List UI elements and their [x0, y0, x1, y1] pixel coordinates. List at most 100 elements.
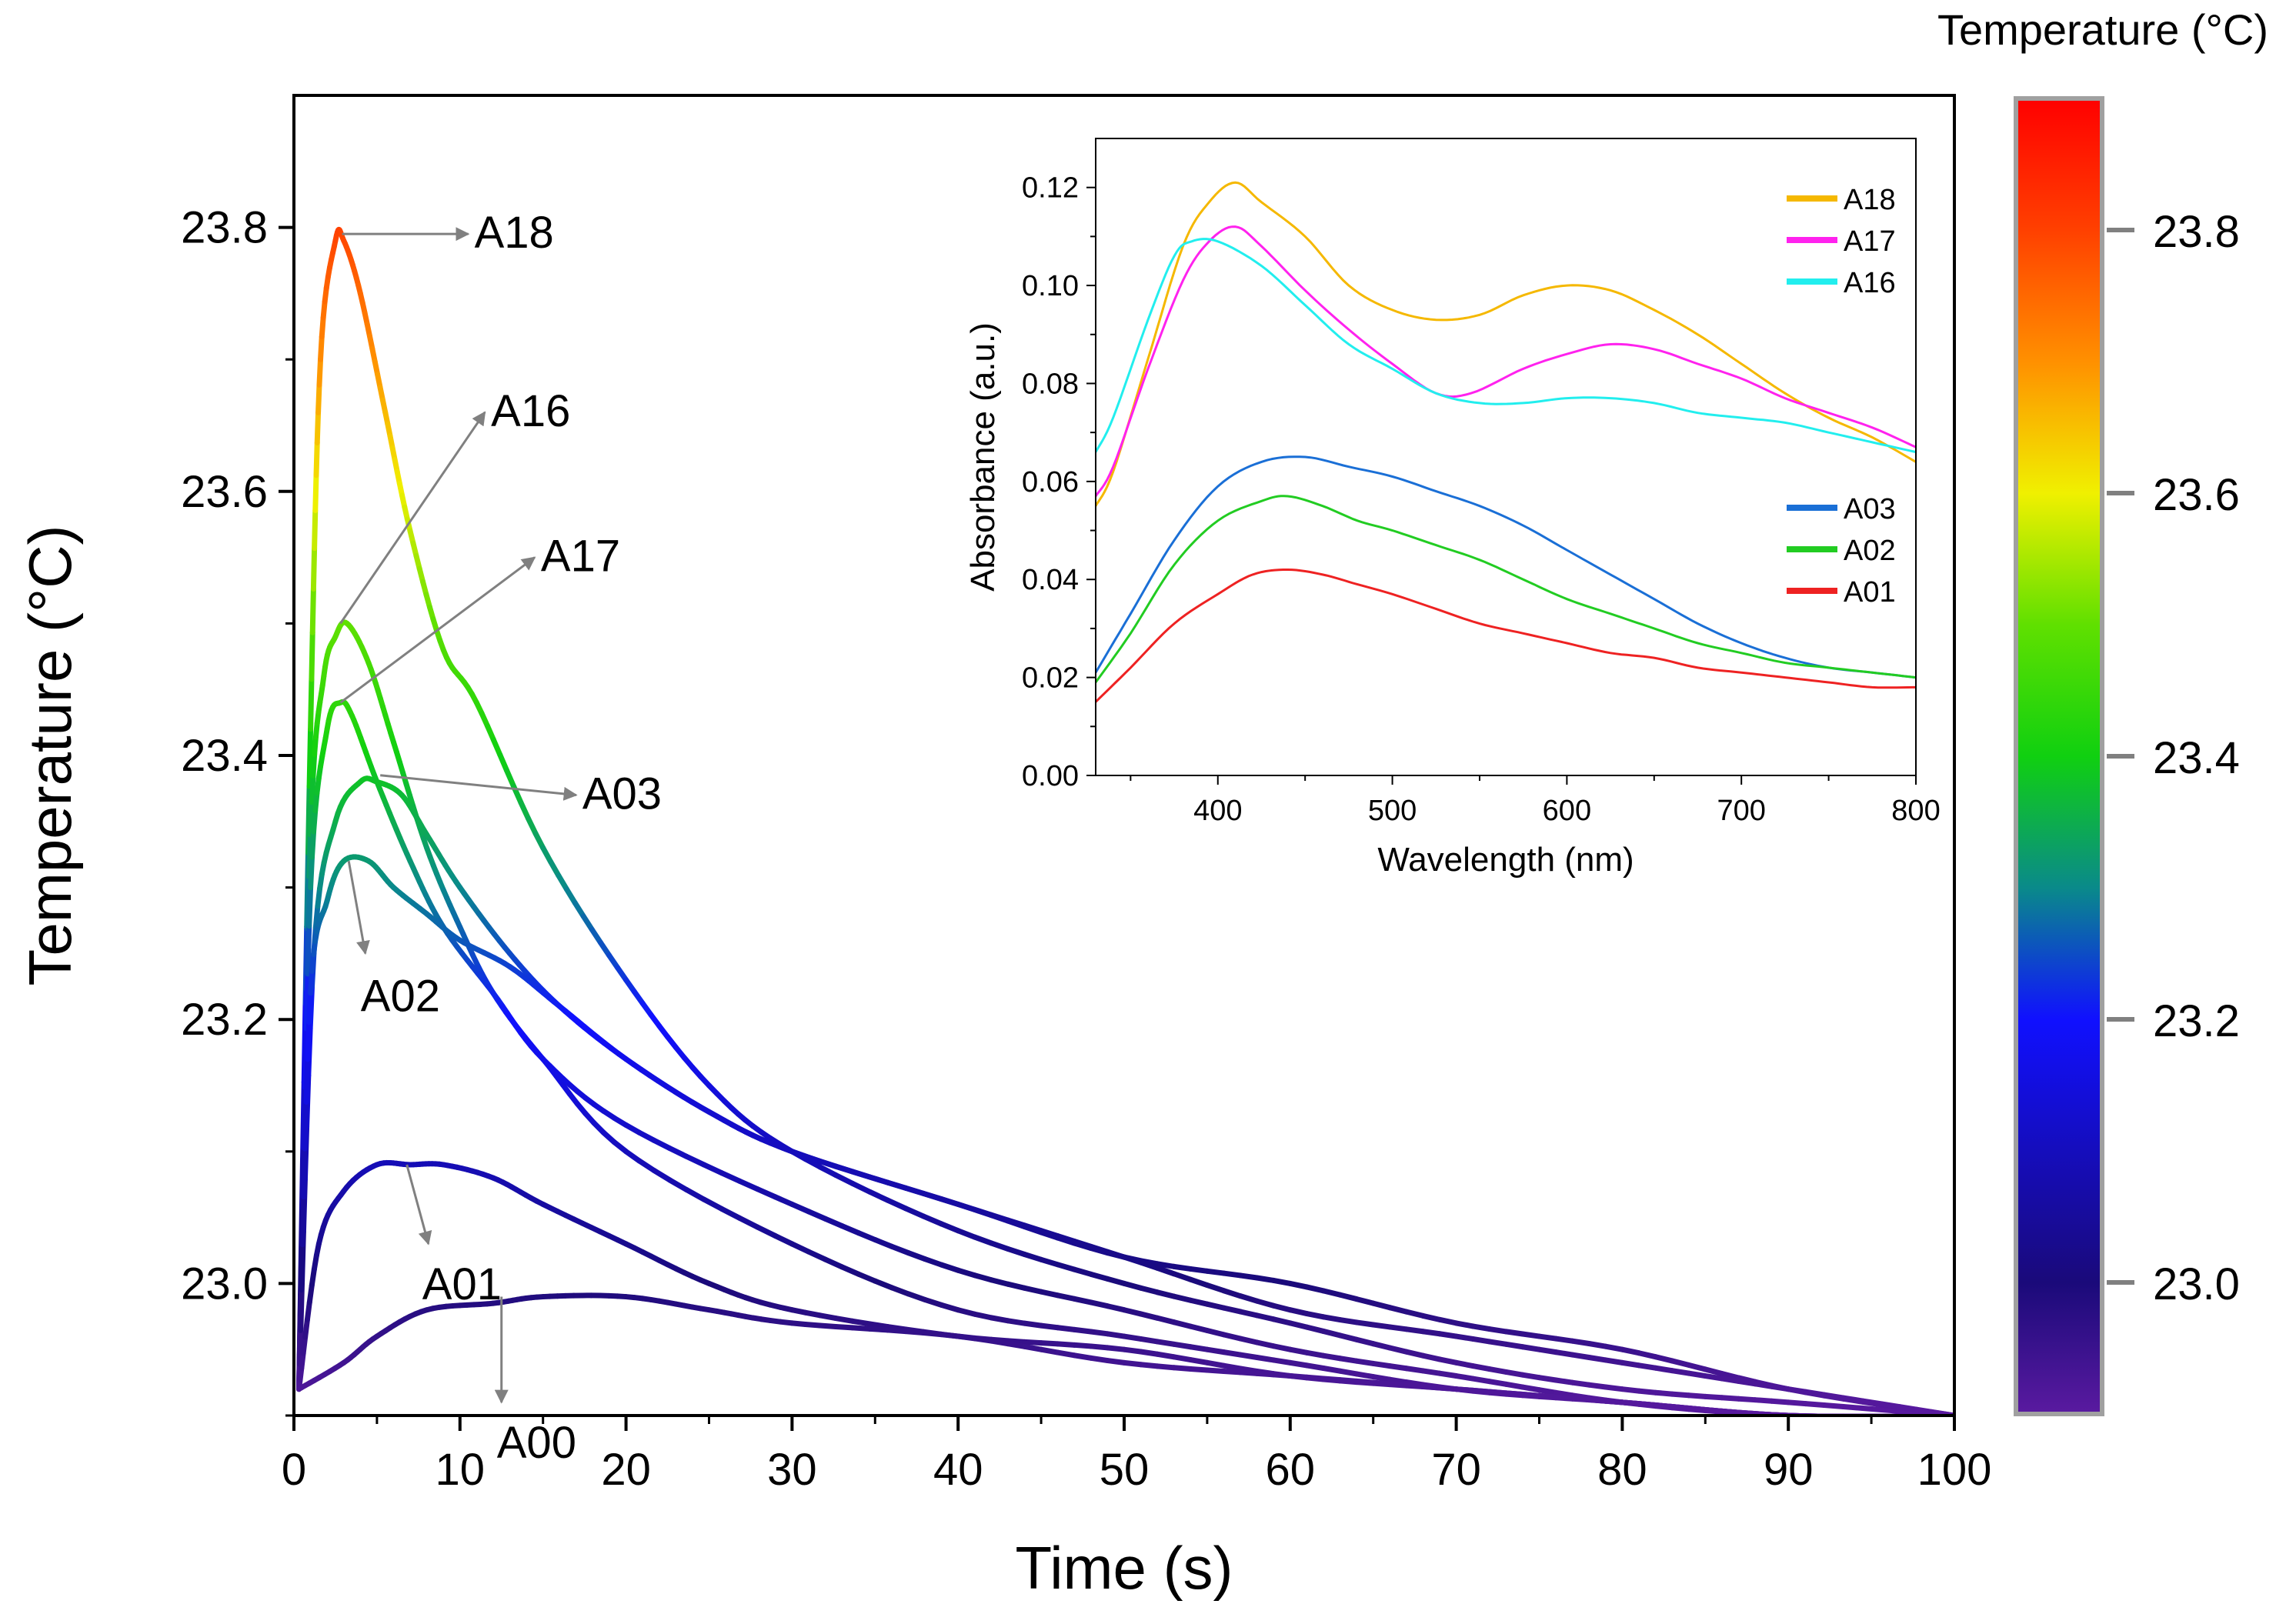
- y-tick-label: 23.6: [181, 467, 268, 517]
- main-x-axis: 0 10 20 30 40 50 60 70 80 90 100: [282, 1416, 1992, 1495]
- series-segment: [1022, 1343, 1044, 1352]
- series-segment: [1220, 1349, 1243, 1358]
- series-segment: [1570, 1396, 1592, 1402]
- inset-series-group: [1096, 181, 1916, 703]
- series-segment: [683, 1186, 707, 1202]
- series-segment: [1171, 1354, 1193, 1363]
- main-y-axis: 23.0 23.2 23.4 23.6 23.8: [181, 203, 294, 1417]
- series-segment: [1520, 1331, 1542, 1339]
- series-segment: [1071, 1296, 1094, 1306]
- inset-series-a16: [1096, 238, 1916, 454]
- series-segment: [1387, 1324, 1410, 1332]
- series-segment: [1270, 1277, 1293, 1286]
- series-segment: [939, 1302, 961, 1313]
- series-segment: [308, 969, 315, 996]
- series-segment: [1337, 1377, 1360, 1384]
- annotation-a03: A03: [380, 769, 662, 819]
- series-segment: [1254, 1312, 1276, 1322]
- series-segment: [308, 799, 315, 838]
- inset-legend: A18 A17 A16 A03 A02 A01: [1787, 184, 1896, 609]
- series-segment: [1005, 1246, 1028, 1258]
- series-segment: [1520, 1392, 1542, 1399]
- series-segment: [938, 1332, 961, 1339]
- series-segment: [1403, 1366, 1426, 1374]
- series-segment: [1353, 1371, 1377, 1380]
- series-segment: [1669, 1368, 1692, 1376]
- inset-series-a17: [1096, 225, 1916, 497]
- series-segment: [1387, 1305, 1410, 1315]
- series-segment: [1337, 1368, 1360, 1377]
- series-segment: [1254, 1298, 1276, 1309]
- series-segment: [885, 1179, 909, 1191]
- main-y-axis-title: Temperature (°C): [16, 525, 84, 985]
- series-segment: [1022, 1252, 1044, 1262]
- inset-x-tick-label: 800: [1891, 795, 1940, 827]
- series-segment: [1171, 1271, 1193, 1282]
- series-segment: [955, 1307, 978, 1317]
- series-segment: [1171, 1365, 1193, 1372]
- series-segment: [922, 1296, 945, 1308]
- legend-item-a02: A02: [1787, 535, 1896, 567]
- series-segment: [1735, 1409, 1758, 1416]
- series-segment: [1138, 1362, 1160, 1369]
- series-segment: [1553, 1377, 1576, 1386]
- series-segment: [1022, 1285, 1044, 1295]
- series-segment: [1104, 1358, 1127, 1366]
- series-segment: [1370, 1360, 1393, 1369]
- series-segment: [1303, 1284, 1327, 1294]
- series-segment: [518, 799, 531, 822]
- series-segment: [1470, 1387, 1493, 1395]
- series-segment: [755, 1186, 778, 1200]
- series-segment: [1187, 1276, 1210, 1289]
- series-segment: [1603, 1343, 1625, 1352]
- series-segment: [1553, 1389, 1576, 1399]
- series-segment: [1702, 1366, 1725, 1376]
- series-segment: [1897, 1408, 1920, 1416]
- series-segment: [525, 815, 539, 836]
- series-segment: [1686, 1406, 1708, 1412]
- series-a17: [295, 699, 1954, 1416]
- inset-y-tick-label: 0.00: [1022, 760, 1079, 792]
- series-segment: [1088, 1243, 1110, 1255]
- series-segment: [1570, 1338, 1592, 1347]
- x-tick-label: 100: [1917, 1445, 1992, 1495]
- series-segment: [938, 1221, 961, 1234]
- series-segment: [1453, 1386, 1476, 1393]
- legend-item-a16: A16: [1787, 267, 1896, 299]
- series-segment: [1503, 1381, 1526, 1390]
- series-segment: [1735, 1378, 1758, 1387]
- series-segment: [1320, 1352, 1343, 1362]
- series-segment: [972, 1272, 994, 1283]
- series-segment: [1138, 1336, 1160, 1345]
- series-segment: [1702, 1393, 1725, 1401]
- series-segment: [1055, 1233, 1077, 1244]
- colorbar-tick-label: 23.4: [2153, 733, 2240, 783]
- series-segment: [1088, 1271, 1110, 1282]
- series-segment: [1204, 1268, 1226, 1276]
- series-segment: [955, 1267, 978, 1279]
- series-segment: [1603, 1384, 1625, 1392]
- series-segment: [1470, 1363, 1493, 1372]
- series-segment: [1470, 1323, 1493, 1332]
- series-segment: [1270, 1343, 1293, 1352]
- series-segment: [1603, 1357, 1625, 1366]
- series-segment: [817, 1164, 839, 1179]
- x-tick-label: 90: [1764, 1445, 1814, 1495]
- series-segment: [1055, 1349, 1077, 1359]
- y-tick-label: 23.2: [181, 995, 268, 1045]
- inset-x-axis: 400 500 600 700 800: [1130, 775, 1941, 827]
- legend-label: A03: [1844, 493, 1896, 525]
- series-segment: [1237, 1369, 1260, 1376]
- series-segment: [1537, 1375, 1559, 1383]
- series-segment: [1303, 1311, 1327, 1320]
- series-segment: [1088, 1299, 1110, 1309]
- series-segment: [1287, 1280, 1310, 1290]
- series-segment: [1437, 1356, 1460, 1366]
- series-segment: [1453, 1359, 1476, 1369]
- series-segment: [309, 772, 316, 805]
- series-segment: [666, 1177, 689, 1192]
- series-segment: [1403, 1382, 1426, 1389]
- series-segment: [1038, 1228, 1061, 1239]
- series-segment: [1387, 1381, 1410, 1389]
- series-segment: [312, 790, 320, 814]
